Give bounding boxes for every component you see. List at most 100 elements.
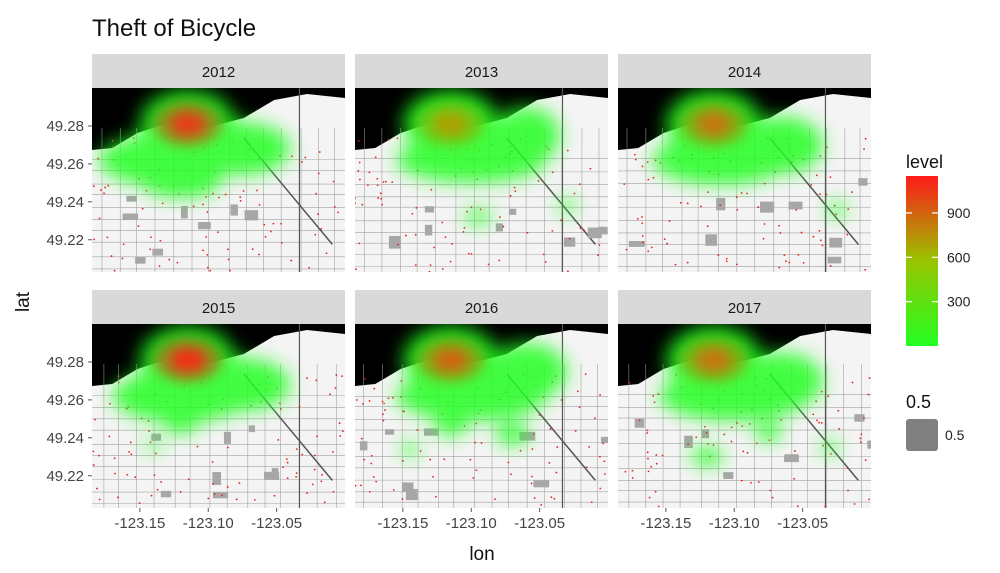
crime-point (588, 445, 591, 448)
facet-strip (618, 54, 871, 88)
crime-point (218, 196, 220, 199)
crime-point (429, 458, 432, 461)
crime-point (117, 375, 120, 378)
crime-point (778, 266, 781, 269)
crime-point (603, 473, 606, 475)
x-tick-label: -123.15 (377, 515, 428, 532)
crime-point (797, 253, 800, 256)
crime-point (239, 199, 242, 202)
crime-point (226, 486, 229, 488)
crime-point (205, 195, 207, 198)
map-park (858, 178, 868, 186)
crime-point (736, 422, 738, 424)
crime-point (108, 435, 111, 438)
map-park (829, 237, 843, 248)
crime-point (867, 393, 870, 396)
crime-point (514, 190, 517, 193)
crime-point (98, 454, 100, 457)
crime-point (725, 260, 728, 263)
crime-point (475, 422, 478, 425)
crime-point (202, 249, 204, 252)
crime-point (387, 138, 390, 141)
crime-point (235, 498, 238, 501)
crime-point (179, 491, 182, 493)
crime-point (384, 409, 386, 412)
crime-point (531, 475, 533, 478)
crime-point (824, 505, 827, 508)
density-core (169, 348, 206, 373)
crime-point (301, 161, 303, 163)
crime-point (818, 421, 821, 424)
crime-point (277, 439, 280, 441)
crime-point (295, 448, 298, 451)
map-park (152, 248, 164, 256)
crime-point (838, 427, 841, 430)
crime-point (382, 181, 385, 183)
crime-point (778, 224, 781, 227)
crime-point (126, 473, 129, 476)
crime-point (341, 430, 344, 433)
crime-point (239, 196, 242, 199)
crime-point (785, 260, 787, 263)
crime-point (647, 250, 650, 253)
crime-point (150, 236, 152, 239)
crime-point (624, 470, 627, 473)
y-tick-label: 49.24 (46, 194, 84, 211)
map-park (126, 195, 137, 202)
crime-point (264, 235, 267, 238)
crime-point (859, 441, 862, 443)
crime-point (114, 472, 116, 475)
crime-point (382, 419, 385, 422)
crime-point (655, 454, 658, 456)
chart-title: Theft of Bicycle (92, 15, 256, 42)
crime-point (717, 254, 720, 257)
crime-point (337, 211, 340, 214)
crime-point (686, 202, 689, 205)
crime-point (229, 269, 231, 272)
crime-point (158, 265, 161, 268)
crime-point (201, 203, 204, 206)
crime-point (509, 194, 512, 197)
x-tick-label: -123.05 (514, 515, 565, 532)
crime-point (584, 373, 587, 376)
crime-point (741, 425, 744, 427)
x-tick-label: -123.15 (114, 515, 165, 532)
crime-point (363, 377, 366, 380)
crime-point (93, 238, 96, 241)
crime-point (242, 190, 245, 192)
x-tick-label: -123.10 (709, 515, 760, 532)
crime-point (646, 161, 649, 163)
crime-point (748, 422, 751, 425)
crime-point (537, 179, 540, 182)
crime-point (819, 239, 822, 242)
crime-point (757, 206, 760, 208)
crime-point (762, 237, 765, 240)
crime-point (362, 403, 364, 405)
crime-point (794, 450, 796, 452)
crime-point (532, 433, 535, 435)
crime-point (306, 492, 309, 495)
crime-point (603, 460, 606, 463)
crime-point (598, 244, 601, 246)
density-contour (139, 160, 222, 199)
alpha-legend-key (906, 419, 938, 451)
crime-point (704, 425, 706, 428)
crime-point (513, 186, 516, 189)
crime-point (281, 241, 283, 244)
density-contour (194, 358, 291, 412)
crime-point (286, 461, 289, 464)
density-contour (164, 415, 198, 435)
crime-point (140, 417, 143, 420)
crime-point (213, 493, 216, 495)
map-park (160, 490, 172, 498)
density-contour (495, 422, 529, 446)
crime-point (279, 402, 281, 405)
crime-point (800, 231, 803, 234)
crime-point (414, 233, 417, 236)
density-contour (690, 447, 724, 467)
crime-point (763, 182, 766, 185)
crime-point (109, 402, 111, 405)
crime-point (815, 400, 818, 403)
crime-point (706, 225, 709, 228)
